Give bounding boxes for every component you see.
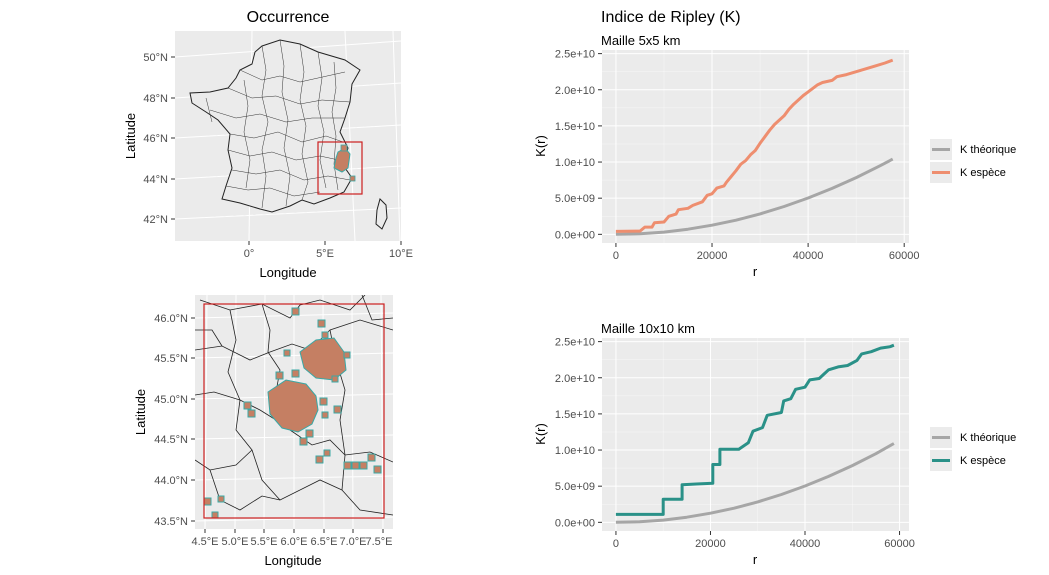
y-tick-label: 2.5e+10 [555,337,595,349]
y-tick-label: 46.0°N [154,313,188,325]
y-tick-label: 5.0e+09 [555,193,595,205]
y-tick-label: 5.0e+09 [555,481,595,493]
legend-10x10: K théorique K espèce [930,427,1016,471]
legend-label-theoretical: K théorique [960,144,1016,156]
occurrence-title: Occurrence [247,9,330,26]
legend-label-species: K espèce [960,167,1006,179]
x-tick-label: 7.0°E [339,536,366,548]
y-tick-label: 44.5°N [154,434,188,446]
y-tick-label: 46°N [143,133,168,145]
legend-label-species: K espèce [960,455,1006,467]
x-axis-title: r [753,552,758,567]
y-tick-label: 45.0°N [154,394,188,406]
occurrence-study-area [317,141,363,195]
y-tick-label: 1.0e+10 [555,157,595,169]
y-tick-label: 42°N [143,214,168,226]
x-tick-label: 40000 [793,250,824,262]
x-tick-label: 0 [613,538,619,550]
legend-5x5: K théorique K espèce [930,139,1016,183]
x-tick-label: 4.5°E [191,536,218,548]
y-tick-label: 50°N [143,52,168,64]
y-tick-label: 1.5e+10 [555,121,595,133]
y-tick-label: 1.0e+10 [555,445,595,457]
zoom-extent-box [203,303,385,519]
series-line-k-espece [615,58,894,233]
ripley-chart-5x5: Maille 5x5 km 0 20000 40000 60000 0.0e+00 5.0… [533,33,919,279]
x-tick-label: 0° [244,248,255,260]
y-axis-title: Latitude [123,113,138,159]
occurrence-map: Occurrence [123,9,413,280]
occurrence-y-axis: 42°N 44°N 46°N 48°N 50°N Latitude [123,52,175,226]
x-tick-label: 5.5°E [250,536,277,548]
zoom-x-axis: 4.5°E 5.0°E 5.5°E 6.0°E 6.5°E 7.0°E 7.5°… [191,529,393,568]
y-axis-title: Latitude [133,389,148,435]
series-line-k-theorique [615,157,894,236]
x-tick-label: 40000 [790,538,821,550]
x-tick-label: 7.5°E [365,536,392,548]
y-tick-label: 44.0°N [154,475,188,487]
y-tick-label: 2.5e+10 [555,49,595,61]
x-tick-label: 60000 [889,250,920,262]
y-tick-label: 2.0e+10 [555,373,595,385]
plot-panel [602,50,909,243]
plot-panel [602,338,909,531]
x-tick-label: 10°E [389,248,413,260]
x-tick-label: 0 [613,250,619,262]
x-tick-label: 6.0°E [280,536,307,548]
y-tick-label: 0.0e+00 [555,229,595,241]
series-line-k-theorique [615,442,895,524]
occurrence-extent-box [317,141,363,195]
y-tick-label: 45.5°N [154,353,188,365]
zoom-map: 43.5°N 44.0°N 44.5°N 45.0°N 45.5°N 46.0°… [133,295,393,568]
x-tick-label: 6.5°E [310,536,337,548]
legend-label-theoretical: K théorique [960,432,1016,444]
y-tick-label: 2.0e+10 [555,85,595,97]
y-axis-title: K(r) [533,135,548,157]
y-tick-label: 0.0e+00 [555,517,595,529]
chart-subtitle: Maille 5x5 km [601,33,680,48]
x-tick-label: 20000 [697,250,728,262]
ripley-chart-10x10: Maille 10x10 km 0 20000 40000 60000 0.0e+00 5… [533,321,915,567]
x-axis-title: r [753,264,758,279]
y-tick-label: 1.5e+10 [555,409,595,421]
x-tick-label: 20000 [695,538,726,550]
occurrence-x-axis: 0° 5°E 10°E Longitude [244,241,413,280]
chart-subtitle: Maille 10x10 km [601,321,695,336]
zoom-occurrence-cells [203,303,385,519]
x-tick-label: 5.0°E [221,536,248,548]
y-tick-label: 44°N [143,174,168,186]
x-axis-title: Longitude [259,265,316,280]
x-tick-label: 5°E [316,248,334,260]
x-axis-title: Longitude [264,553,321,568]
x-tick-label: 60000 [884,538,915,550]
ripley-title: Indice de Ripley (K) [601,9,741,26]
y-axis-title: K(r) [533,423,548,445]
y-tick-label: 48°N [143,93,168,105]
y-tick-label: 43.5°N [154,516,188,528]
zoom-y-axis: 43.5°N 44.0°N 44.5°N 45.0°N 45.5°N 46.0°… [133,313,195,528]
series-line-k-espece [615,343,895,516]
